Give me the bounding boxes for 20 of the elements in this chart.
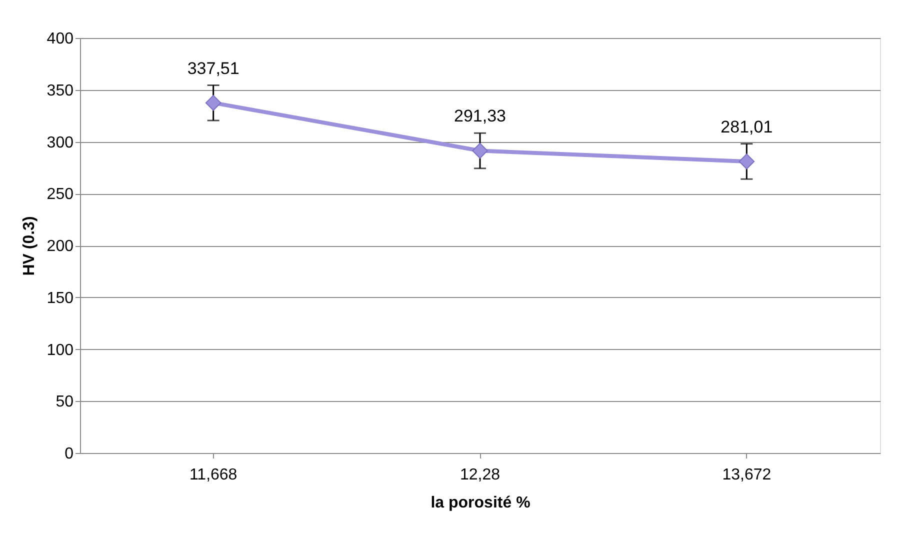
- x-tick-label: 11,668: [189, 466, 238, 484]
- data-label: 291,33: [454, 106, 506, 126]
- y-tick-label: 200: [46, 238, 74, 255]
- y-tick-label: 100: [46, 342, 74, 359]
- y-tick-label: 400: [46, 30, 74, 48]
- x-tick-label: 12,28: [460, 466, 500, 484]
- x-tick-label: 13,672: [722, 466, 772, 484]
- y-tick-label: 300: [46, 134, 74, 152]
- point: [738, 154, 755, 170]
- y-tick-label: 250: [46, 186, 74, 204]
- point: [205, 94, 222, 111]
- y-axis-title: HV (0.3): [20, 216, 38, 276]
- x-axis-title: la porosité %: [430, 494, 530, 512]
- data-label: 281,01: [720, 117, 773, 136]
- y-tick-label: 350: [46, 82, 74, 100]
- y-tick-label: 150: [46, 290, 74, 307]
- y-tick-label: 50: [56, 394, 74, 411]
- point: [472, 142, 488, 159]
- data-label: 337,51: [187, 58, 240, 78]
- y-tick-label: 0: [64, 446, 74, 462]
